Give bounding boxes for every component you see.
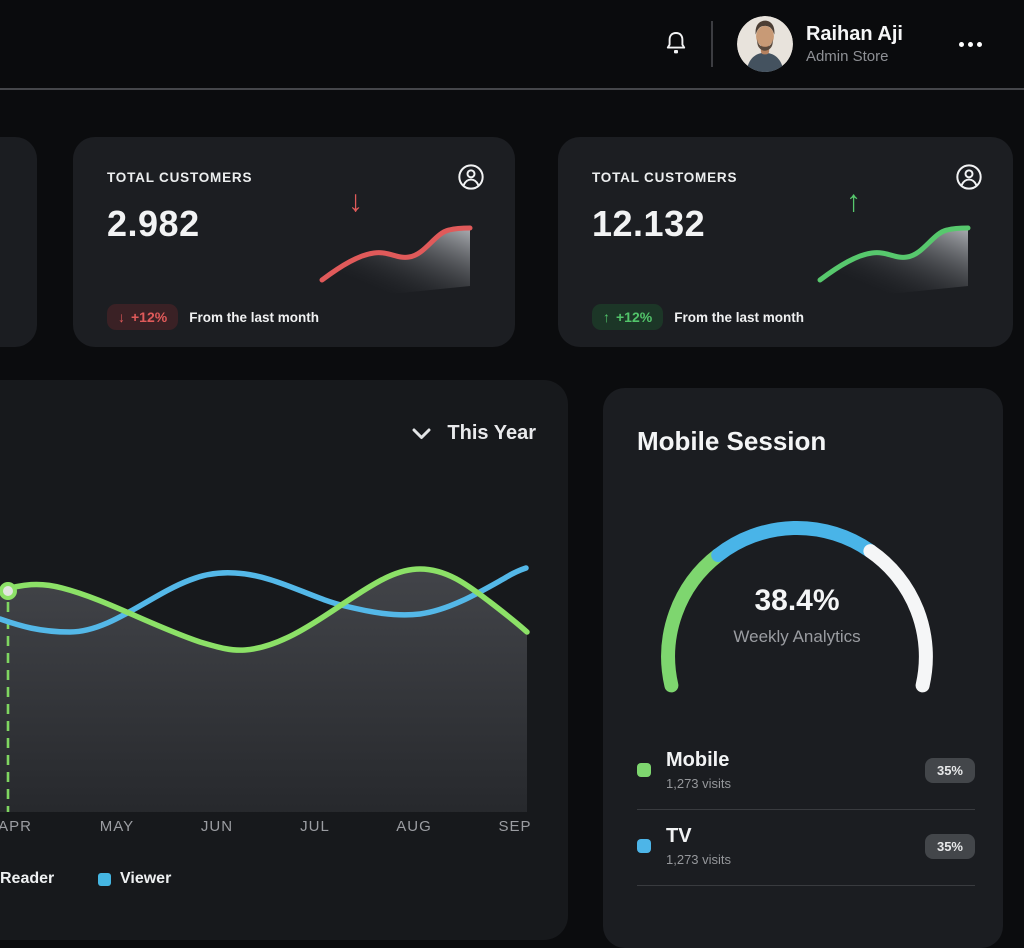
mobile-session-card: Mobile Session 38.4% Weekly Analytics Mo… xyxy=(603,388,1003,948)
user-meta: Raihan Aji Admin Store xyxy=(806,23,903,66)
change-badge: ↑ +12% xyxy=(592,304,664,330)
item-visits: 1,273 visits xyxy=(666,776,732,791)
list-item-mobile: Mobile 1,273 visits 35% xyxy=(637,734,975,810)
session-gauge xyxy=(661,521,933,693)
viewer-swatch-icon xyxy=(98,872,111,886)
mobile-swatch-icon xyxy=(637,763,651,778)
gauge-center-text: 38.4% Weekly Analytics xyxy=(637,584,957,647)
change-value: +12% xyxy=(616,309,653,325)
x-tick: MAY xyxy=(99,818,135,835)
viewer-line xyxy=(0,565,529,635)
badge-down-arrow-icon: ↓ xyxy=(118,309,125,325)
line-chart xyxy=(0,565,530,812)
x-tick: AUG xyxy=(396,818,432,835)
change-value: +12% xyxy=(131,309,168,325)
gauge-value: 38.4% xyxy=(754,584,840,617)
chart-area-fill xyxy=(0,569,527,812)
tv-swatch-icon xyxy=(637,839,651,854)
visitors-chart-card: This Year APR MAY JUN JUL AUG SEP Reader xyxy=(0,380,568,940)
legend-item-viewer: Viewer xyxy=(98,870,171,888)
trend-down-arrow-icon: ↓ xyxy=(348,185,363,218)
list-item-tv: TV 1,273 visits 35% xyxy=(637,810,975,886)
reader-line xyxy=(0,566,530,653)
share-badge: 35% xyxy=(924,833,975,859)
stat-card-partial xyxy=(0,137,37,347)
stat-title: TOTAL CUSTOMERS xyxy=(592,169,738,185)
item-label: Mobile xyxy=(666,749,730,771)
item-label: TV xyxy=(666,824,692,847)
stat-card-customers-down: TOTAL CUSTOMERS 2.982 ↓ ↓ +12% From the … xyxy=(73,137,515,347)
stat-value: 2.982 xyxy=(107,203,200,244)
change-note: From the last month xyxy=(189,309,319,325)
x-tick: JUN xyxy=(200,818,234,835)
mobile-session-title: Mobile Session xyxy=(637,426,827,456)
share-badge: 35% xyxy=(924,757,975,783)
stat-card-customers-up: TOTAL CUSTOMERS 12.132 ↑ ↑ +12% From the… xyxy=(558,137,1013,347)
user-name: Raihan Aji xyxy=(805,22,903,45)
customer-person-icon xyxy=(457,163,485,191)
notification-bell-icon[interactable] xyxy=(663,30,689,58)
stat-value: 12.132 xyxy=(592,203,706,244)
top-bar: Raihan Aji Admin Store xyxy=(0,0,1024,90)
x-tick: SEP xyxy=(498,818,532,835)
chart-highlight-point xyxy=(0,582,17,600)
more-options-icon[interactable] xyxy=(957,36,984,53)
header-divider xyxy=(710,21,713,67)
legend-item-reader: Reader xyxy=(0,870,54,888)
customer-person-icon xyxy=(955,163,983,191)
chevron-down-icon xyxy=(412,428,431,440)
user-avatar[interactable] xyxy=(736,16,793,72)
stat-title: TOTAL CUSTOMERS xyxy=(107,169,253,185)
x-tick: APR xyxy=(0,818,32,835)
trend-up-arrow-icon: ↑ xyxy=(846,185,861,218)
x-tick: JUL xyxy=(300,818,330,835)
legend-label: Viewer xyxy=(120,870,172,887)
badge-up-arrow-icon: ↑ xyxy=(603,309,610,325)
sparkline-down xyxy=(319,225,473,301)
x-axis-labels: APR MAY JUN JUL AUG SEP xyxy=(0,818,568,838)
item-visits: 1,273 visits xyxy=(666,851,732,867)
year-filter-dropdown[interactable]: This Year xyxy=(412,422,536,445)
user-role: Admin Store xyxy=(805,47,889,65)
year-filter-label: This Year xyxy=(447,422,536,444)
gauge-caption: Weekly Analytics xyxy=(733,627,861,646)
sparkline-up xyxy=(817,225,971,301)
session-list: Mobile 1,273 visits 35% TV 1,273 visits … xyxy=(637,734,975,886)
chart-legend: Reader Viewer xyxy=(0,870,568,894)
change-note: From the last month xyxy=(674,309,804,325)
change-badge: ↓ +12% xyxy=(107,304,179,330)
legend-label: Reader xyxy=(0,870,55,887)
